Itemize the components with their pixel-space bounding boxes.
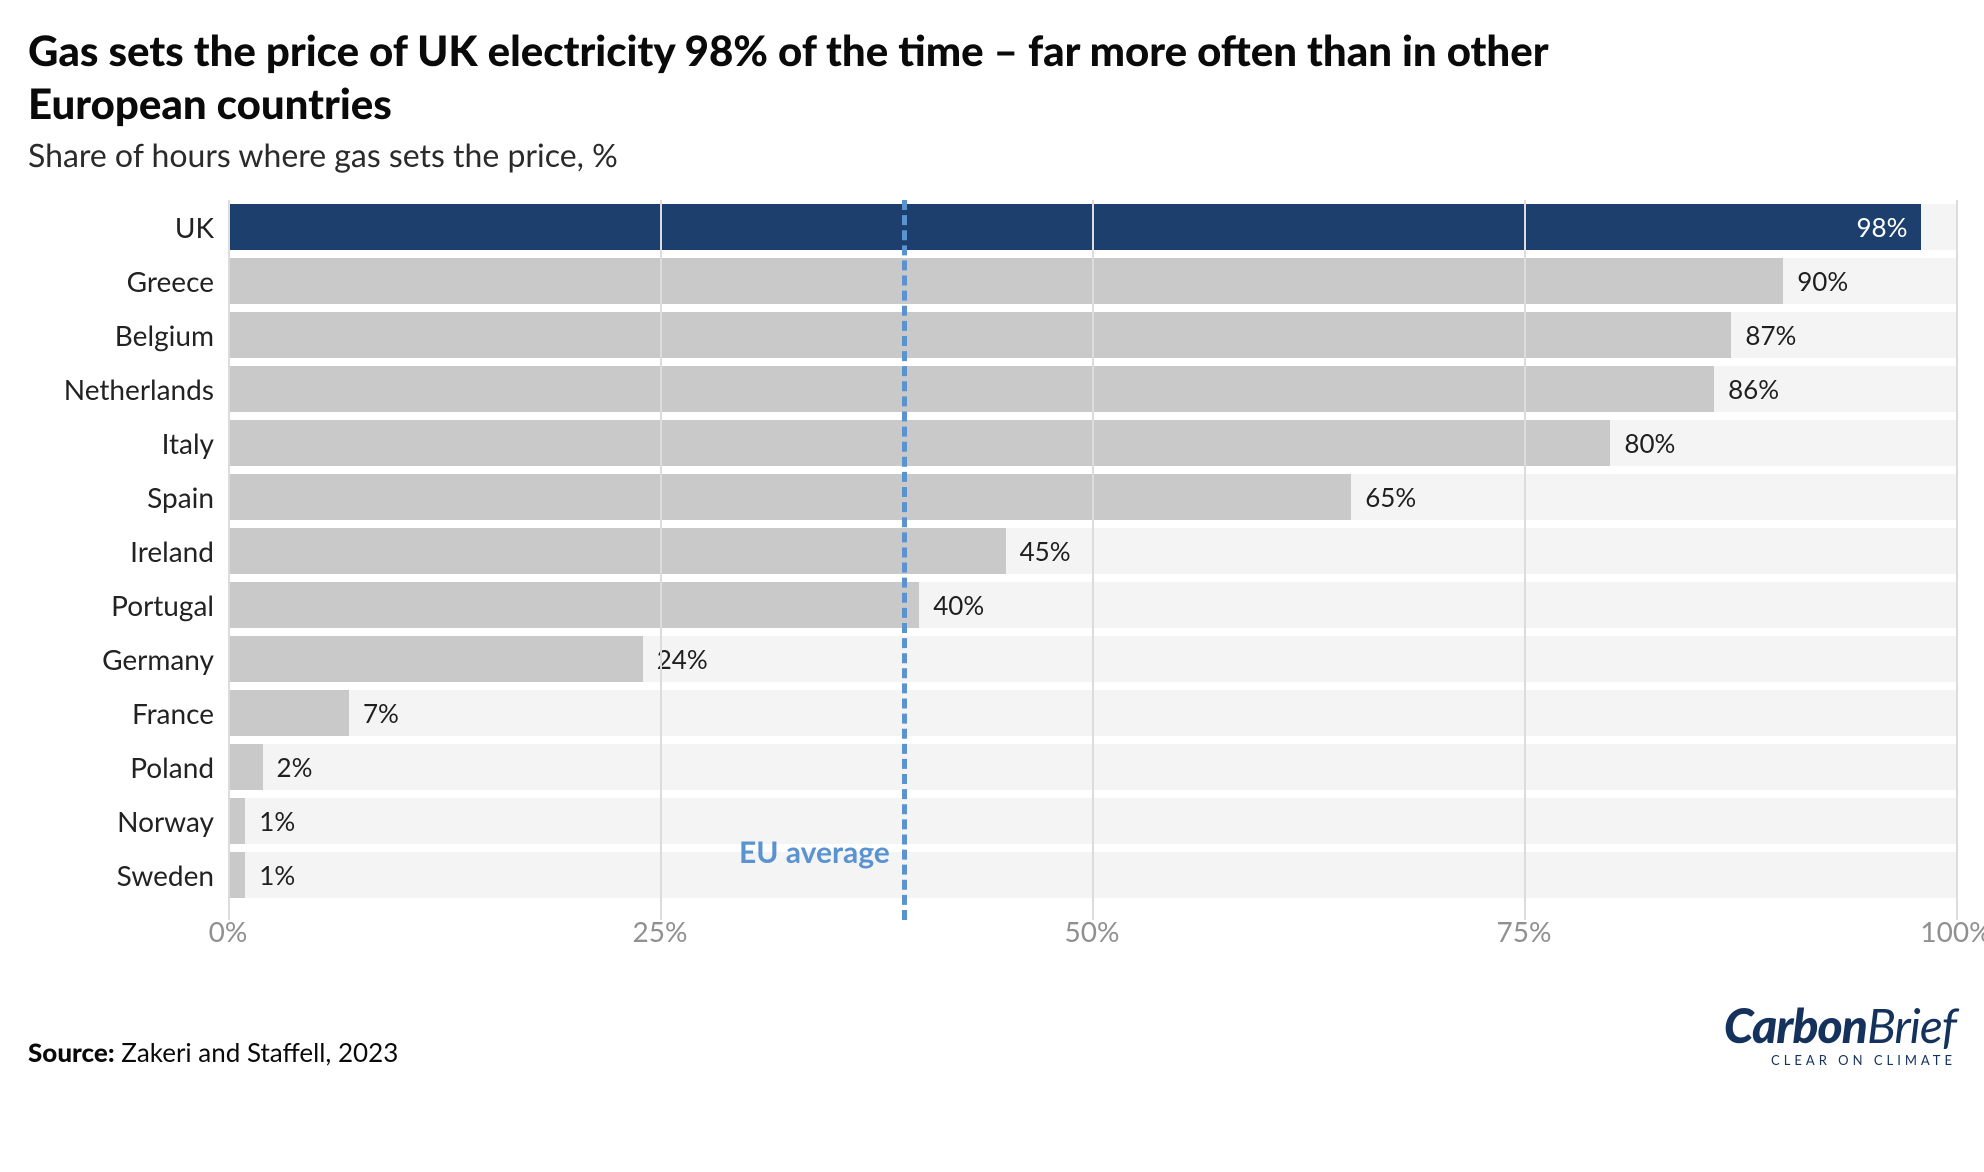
bar [228, 744, 263, 790]
bar-value-label: 1% [245, 805, 295, 837]
publisher-logo: CarbonBrief CLEAR ON CLIMATE [1724, 1002, 1956, 1068]
y-axis-label: France [28, 686, 228, 740]
y-axis-label: Germany [28, 632, 228, 686]
y-axis-label: Portugal [28, 578, 228, 632]
y-axis-label: Greece [28, 254, 228, 308]
bar-value-label: 2% [263, 751, 313, 783]
bar-value-label: 87% [1731, 319, 1796, 351]
x-axis-tick: 100% [1920, 914, 1984, 948]
chart-row: 45% [228, 524, 1956, 578]
row-background [228, 798, 1956, 844]
y-axis-label: Sweden [28, 848, 228, 902]
plot-area: 98%90% 87% 86% 80% 65% 45% 40% 24% 7% 2% 1% 1% EU a… [228, 200, 1956, 902]
y-axis-labels: UKGreeceBelgiumNetherlandsItalySpainIrel… [28, 200, 228, 902]
bar [228, 798, 245, 844]
chart-row: 86% [228, 362, 1956, 416]
bar-value-label: 80% [1610, 427, 1675, 459]
chart-row: 1% [228, 848, 1956, 902]
reference-line [902, 200, 907, 920]
bar [228, 420, 1610, 466]
chart-row: 65% [228, 470, 1956, 524]
bar [228, 258, 1783, 304]
x-axis-tick: 25% [633, 914, 688, 948]
chart-row: 2% [228, 740, 1956, 794]
x-axis: 0%25%50%75%100% [228, 902, 1956, 962]
x-axis-tick: 75% [1497, 914, 1552, 948]
x-axis-tick: 0% [209, 914, 248, 948]
chart-row: 87% [228, 308, 1956, 362]
chart-row: 7% [228, 686, 1956, 740]
chart-subtitle: Share of hours where gas sets the price,… [28, 135, 1956, 174]
bar: 98% [228, 204, 1921, 250]
y-axis-label: Spain [28, 470, 228, 524]
row-background [228, 852, 1956, 898]
chart-row: 80% [228, 416, 1956, 470]
bar [228, 636, 643, 682]
chart-row: 98% [228, 200, 1956, 254]
bar-value-label: 65% [1351, 481, 1416, 513]
chart-footer: Source: Zakeri and Staffell, 2023 Carbon… [28, 1002, 1956, 1068]
y-axis-label: UK [28, 200, 228, 254]
bar [228, 852, 245, 898]
bar [228, 312, 1731, 358]
logo-word1: Carbon [1724, 997, 1867, 1054]
y-axis-label: Ireland [28, 524, 228, 578]
y-axis-label: Belgium [28, 308, 228, 362]
bar [228, 528, 1006, 574]
source-text: Zakeri and Staffell, 2023 [121, 1036, 398, 1068]
source-prefix: Source: [28, 1036, 115, 1068]
y-axis-label: Netherlands [28, 362, 228, 416]
bar [228, 366, 1714, 412]
reference-line-label: EU average [739, 834, 890, 870]
source-line: Source: Zakeri and Staffell, 2023 [28, 1036, 398, 1068]
bar-value-label: 40% [919, 589, 984, 621]
bar-value-label: 86% [1714, 373, 1779, 405]
y-axis-label: Norway [28, 794, 228, 848]
row-background [228, 744, 1956, 790]
x-axis-tick: 50% [1065, 914, 1120, 948]
logo-wordmark: CarbonBrief [1724, 1002, 1956, 1050]
bar-value-label: 90% [1783, 265, 1848, 297]
chart-row: 40% [228, 578, 1956, 632]
y-axis-label: Poland [28, 740, 228, 794]
bar-value-label: 45% [1006, 535, 1071, 567]
logo-tagline: CLEAR ON CLIMATE [1724, 1052, 1956, 1068]
bar [228, 690, 349, 736]
y-axis-label: Italy [28, 416, 228, 470]
chart-row: 24% [228, 632, 1956, 686]
chart-title: Gas sets the price of UK electricity 98%… [28, 24, 1728, 129]
chart-row: 1% [228, 794, 1956, 848]
bar [228, 582, 919, 628]
chart-row: 90% [228, 254, 1956, 308]
bars-group: 98%90% 87% 86% 80% 65% 45% 40% 24% 7% 2% 1% 1% [228, 200, 1956, 902]
bar [228, 474, 1351, 520]
chart-container: UKGreeceBelgiumNetherlandsItalySpainIrel… [28, 200, 1956, 902]
bar-value-label: 1% [245, 859, 295, 891]
row-background [228, 690, 1956, 736]
bar-value-label: 24% [643, 643, 708, 675]
bar-value-label: 7% [349, 697, 399, 729]
bar-value-label: 98% [1856, 211, 1907, 243]
gridline [1956, 200, 1958, 920]
logo-word2: Brief [1867, 997, 1956, 1054]
